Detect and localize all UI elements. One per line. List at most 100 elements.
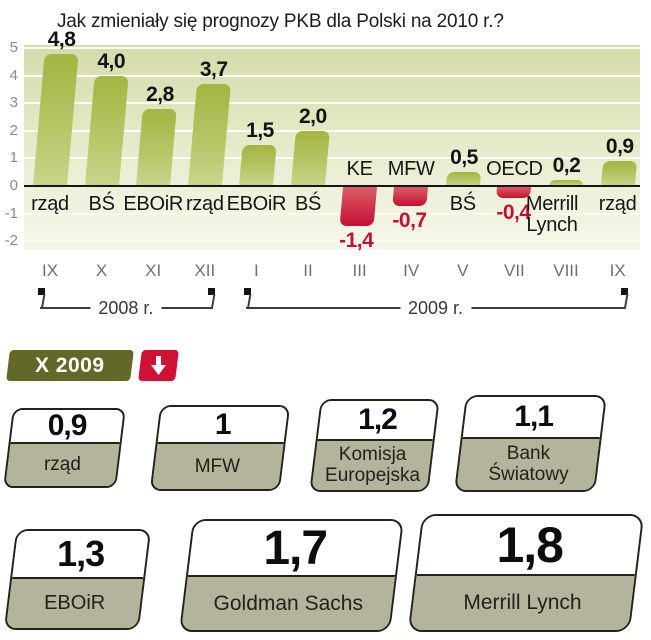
forecast-card-label: Bank Światowy bbox=[487, 443, 569, 486]
forecast-card-value: 1,1 bbox=[514, 400, 554, 433]
gridline bbox=[24, 47, 640, 50]
gridline bbox=[24, 157, 640, 160]
gridline bbox=[24, 102, 640, 105]
month-tick-label: III bbox=[352, 261, 367, 280]
y-axis-tick-label: 0 bbox=[9, 177, 18, 194]
forecast-card-top: 1,3 bbox=[12, 531, 149, 579]
forecast-card: 1,8 Merrill Lynch bbox=[407, 514, 645, 632]
gridline bbox=[24, 212, 640, 215]
bar-category-label: EBOiR bbox=[226, 193, 287, 215]
forecast-card-value: 1,7 bbox=[263, 521, 327, 575]
forecast-card: 1 MFW bbox=[149, 405, 291, 491]
month-tick-label: VII bbox=[503, 261, 525, 280]
forecast-card-bottom: Goldman Sachs bbox=[181, 577, 395, 630]
bar-value-label: 0,5 bbox=[450, 146, 478, 170]
year-bracket-square bbox=[207, 288, 215, 295]
forecast-card-top: 0,9 bbox=[10, 409, 124, 444]
y-axis-tick-label: 2 bbox=[9, 121, 18, 139]
update-period-label: X 2009 bbox=[35, 353, 105, 377]
bar-category-label: BŚ bbox=[294, 193, 322, 215]
y-axis-tick-label: -1 bbox=[4, 204, 18, 222]
month-tick-label: I bbox=[254, 261, 259, 280]
forecast-card-value: 1,8 bbox=[496, 517, 563, 573]
y-axis-tick-label: -2 bbox=[4, 232, 18, 250]
month-tick-label: VIII bbox=[553, 261, 579, 280]
forecast-card-label: Merrill Lynch bbox=[463, 591, 582, 615]
forecast-card-bottom: Komisja Europejska bbox=[311, 441, 433, 490]
down-arrow-icon bbox=[151, 356, 166, 375]
year-bracket-connector bbox=[623, 294, 629, 308]
forecast-card-bottom: rząd bbox=[5, 444, 120, 486]
forecast-card-top: 1,8 bbox=[416, 516, 642, 576]
forecast-card: 1,7 Goldman Sachs bbox=[179, 519, 404, 632]
bar-value-label: -0,7 bbox=[392, 209, 427, 233]
bar-value-label: 1,5 bbox=[246, 118, 274, 142]
forecast-card: 1,1 Bank Światowy bbox=[454, 395, 607, 492]
bar-value-label: -1,4 bbox=[339, 228, 374, 252]
zero-axis-line bbox=[24, 185, 640, 187]
forecast-card-value: 0,9 bbox=[47, 409, 87, 442]
year-bracket-square bbox=[620, 288, 628, 295]
bar-value-label: 4,0 bbox=[97, 49, 126, 73]
gridline bbox=[24, 240, 640, 243]
forecast-card-label: EBOiR bbox=[43, 592, 106, 615]
bar-category-label: BŚ bbox=[88, 193, 115, 215]
month-tick-label: II bbox=[303, 261, 313, 280]
forecast-card-label: MFW bbox=[195, 455, 241, 477]
bar-category-label: rząd bbox=[598, 193, 637, 215]
forecast-card-value: 1 bbox=[215, 407, 231, 441]
year-bracket-square bbox=[244, 288, 252, 295]
year-bracket-connector bbox=[41, 294, 46, 308]
bar-category-label: Merrill Lynch bbox=[525, 193, 579, 236]
forecast-card-bottom: MFW bbox=[151, 444, 284, 489]
month-tick-label: IV bbox=[403, 261, 420, 280]
chart-bar bbox=[239, 144, 278, 186]
forecast-card-value: 1,3 bbox=[57, 533, 105, 574]
bar-value-label: 0,2 bbox=[552, 154, 581, 178]
forecast-card-label: Goldman Sachs bbox=[213, 591, 363, 615]
forecast-card-top: 1 bbox=[157, 407, 289, 444]
y-axis-tick-label: 3 bbox=[9, 94, 18, 112]
chart-bar bbox=[136, 108, 177, 186]
bar-category-label: KE bbox=[346, 158, 373, 180]
month-tick-label: X bbox=[95, 261, 108, 280]
bar-category-label: EBOiR bbox=[123, 193, 183, 215]
chart-title: Jak zmieniały się prognozy PKB dla Polsk… bbox=[57, 11, 504, 32]
forecast-card-bottom: Merrill Lynch bbox=[410, 576, 635, 630]
forecast-card-bottom: Bank Światowy bbox=[456, 439, 600, 490]
month-tick-label: IX bbox=[609, 261, 626, 280]
bar-value-label: 2,8 bbox=[146, 82, 174, 106]
y-axis-tick-label: 1 bbox=[9, 149, 18, 167]
forecast-card-top: 1,2 bbox=[317, 401, 438, 441]
forecast-card-label: rząd bbox=[43, 454, 81, 476]
bar-category-label: rząd bbox=[31, 193, 69, 215]
bar-value-label: -0,4 bbox=[496, 201, 531, 225]
forecast-card-value: 1,2 bbox=[358, 403, 397, 436]
month-tick-label: V bbox=[457, 261, 469, 280]
forecast-card-top: 1,7 bbox=[187, 521, 402, 577]
y-axis-tick-label: 4 bbox=[9, 66, 18, 84]
bar-value-label: 3,7 bbox=[199, 58, 228, 82]
forecast-card: 1,2 Komisja Europejska bbox=[309, 399, 440, 492]
bar-value-label: 4,8 bbox=[47, 27, 76, 51]
bar-category-label: BŚ bbox=[449, 193, 476, 215]
forecast-card-label: Komisja Europejska bbox=[324, 444, 420, 487]
forecast-card: 0,9 rząd bbox=[3, 408, 126, 488]
chart-bar bbox=[600, 161, 637, 186]
month-tick-label: XII bbox=[194, 261, 216, 280]
month-tick-label: XI bbox=[145, 261, 162, 280]
year-bracket-square bbox=[38, 288, 45, 295]
update-period-badge: X 2009 bbox=[6, 350, 134, 381]
year-bracket-connector bbox=[247, 294, 252, 308]
forecast-card-top: 1,1 bbox=[462, 397, 605, 439]
bar-category-label: rząd bbox=[185, 193, 224, 215]
y-axis-tick-label: 5 bbox=[9, 39, 18, 57]
bar-value-label: 0,9 bbox=[605, 135, 634, 159]
forecast-card-bottom: EBOiR bbox=[6, 579, 144, 628]
bar-category-label: MFW bbox=[387, 158, 435, 180]
year-bracket-label: 2009 r. bbox=[399, 297, 472, 319]
bar-category-label: OECD bbox=[486, 158, 543, 180]
bar-value-label: 2,0 bbox=[298, 104, 327, 128]
forecast-card: 1,3 EBOiR bbox=[3, 529, 152, 630]
